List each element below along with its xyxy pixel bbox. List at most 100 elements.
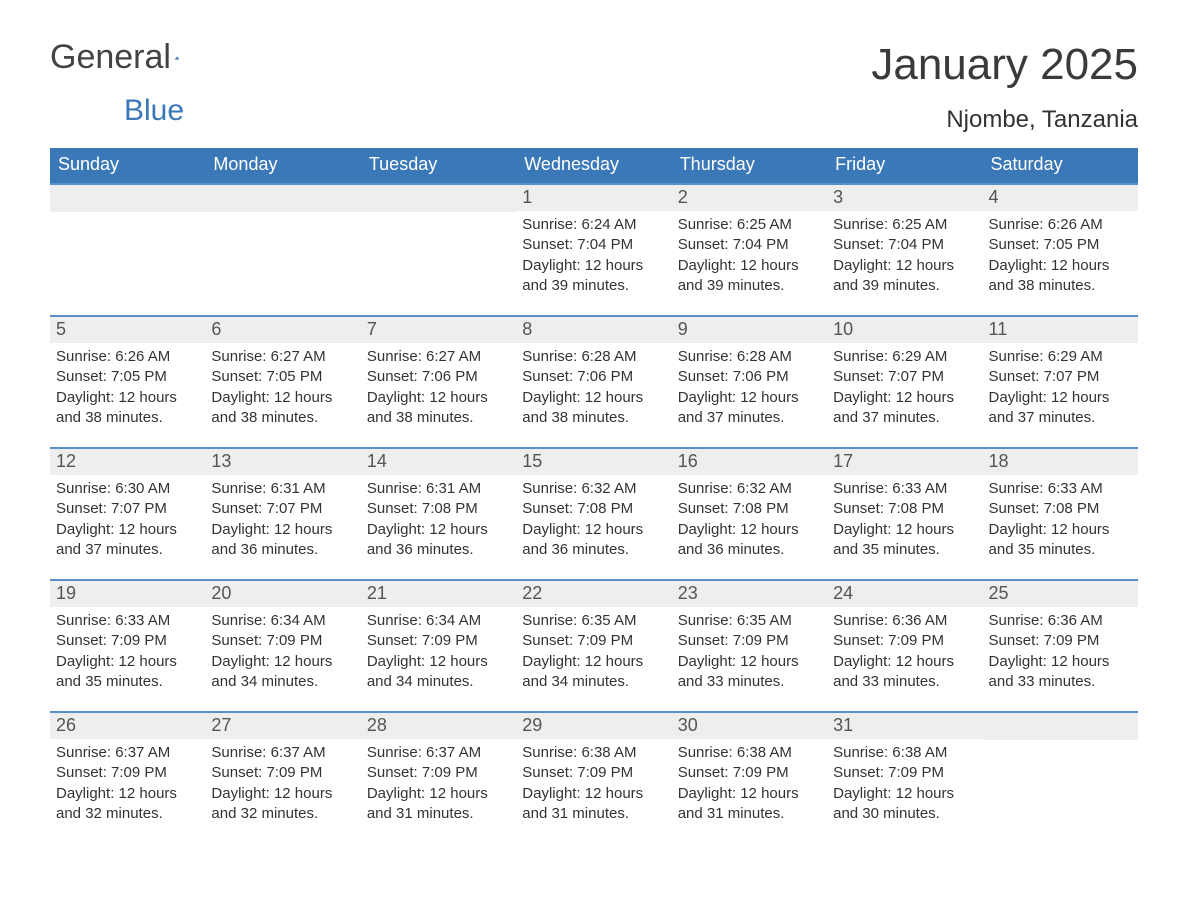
day-details: Sunrise: 6:38 AMSunset: 7:09 PMDaylight:… bbox=[672, 739, 827, 824]
daylight-line-2: and 33 minutes. bbox=[833, 672, 976, 692]
day-header: Wednesday bbox=[516, 148, 671, 183]
sunrise-line: Sunrise: 6:32 AM bbox=[522, 479, 665, 499]
day-cell: 11Sunrise: 6:29 AMSunset: 7:07 PMDayligh… bbox=[983, 317, 1138, 447]
daylight-line-2: and 39 minutes. bbox=[522, 276, 665, 296]
day-cell: 6Sunrise: 6:27 AMSunset: 7:05 PMDaylight… bbox=[205, 317, 360, 447]
day-number: 10 bbox=[827, 317, 982, 343]
sunset-line: Sunset: 7:06 PM bbox=[367, 367, 510, 387]
day-number: 5 bbox=[50, 317, 205, 343]
title-block: January 2025 Njombe, Tanzania bbox=[871, 40, 1138, 142]
sunrise-line: Sunrise: 6:27 AM bbox=[367, 347, 510, 367]
sunrise-line: Sunrise: 6:35 AM bbox=[678, 611, 821, 631]
week-row: 26Sunrise: 6:37 AMSunset: 7:09 PMDayligh… bbox=[50, 711, 1138, 843]
logo-text-1: General bbox=[50, 40, 171, 74]
day-header: Thursday bbox=[672, 148, 827, 183]
day-cell: 18Sunrise: 6:33 AMSunset: 7:08 PMDayligh… bbox=[983, 449, 1138, 579]
sunrise-line: Sunrise: 6:33 AM bbox=[56, 611, 199, 631]
day-details: Sunrise: 6:28 AMSunset: 7:06 PMDaylight:… bbox=[516, 343, 671, 428]
sunrise-line: Sunrise: 6:35 AM bbox=[522, 611, 665, 631]
day-cell: 2Sunrise: 6:25 AMSunset: 7:04 PMDaylight… bbox=[672, 185, 827, 315]
day-number: 1 bbox=[516, 185, 671, 211]
day-number: 6 bbox=[205, 317, 360, 343]
daylight-line-2: and 33 minutes. bbox=[678, 672, 821, 692]
daylight-line-2: and 35 minutes. bbox=[833, 540, 976, 560]
daylight-line-1: Daylight: 12 hours bbox=[678, 388, 821, 408]
daylight-line-2: and 39 minutes. bbox=[833, 276, 976, 296]
day-cell: 7Sunrise: 6:27 AMSunset: 7:06 PMDaylight… bbox=[361, 317, 516, 447]
day-details: Sunrise: 6:35 AMSunset: 7:09 PMDaylight:… bbox=[672, 607, 827, 692]
day-number: 17 bbox=[827, 449, 982, 475]
sunset-line: Sunset: 7:07 PM bbox=[211, 499, 354, 519]
day-cell: 17Sunrise: 6:33 AMSunset: 7:08 PMDayligh… bbox=[827, 449, 982, 579]
sunrise-line: Sunrise: 6:37 AM bbox=[211, 743, 354, 763]
day-number: 14 bbox=[361, 449, 516, 475]
week-row: 12Sunrise: 6:30 AMSunset: 7:07 PMDayligh… bbox=[50, 447, 1138, 579]
day-details: Sunrise: 6:29 AMSunset: 7:07 PMDaylight:… bbox=[983, 343, 1138, 428]
day-cell bbox=[983, 713, 1138, 843]
day-details: Sunrise: 6:35 AMSunset: 7:09 PMDaylight:… bbox=[516, 607, 671, 692]
daylight-line-1: Daylight: 12 hours bbox=[522, 652, 665, 672]
day-number: 20 bbox=[205, 581, 360, 607]
daylight-line-2: and 35 minutes. bbox=[56, 672, 199, 692]
day-number: 27 bbox=[205, 713, 360, 739]
day-cell: 15Sunrise: 6:32 AMSunset: 7:08 PMDayligh… bbox=[516, 449, 671, 579]
sunset-line: Sunset: 7:04 PM bbox=[678, 235, 821, 255]
daylight-line-2: and 36 minutes. bbox=[522, 540, 665, 560]
day-number: 3 bbox=[827, 185, 982, 211]
sunrise-line: Sunrise: 6:37 AM bbox=[56, 743, 199, 763]
daylight-line-2: and 38 minutes. bbox=[56, 408, 199, 428]
daylight-line-1: Daylight: 12 hours bbox=[833, 256, 976, 276]
day-details: Sunrise: 6:34 AMSunset: 7:09 PMDaylight:… bbox=[361, 607, 516, 692]
day-number: 8 bbox=[516, 317, 671, 343]
daylight-line-1: Daylight: 12 hours bbox=[678, 652, 821, 672]
day-header: Saturday bbox=[983, 148, 1138, 183]
day-cell: 26Sunrise: 6:37 AMSunset: 7:09 PMDayligh… bbox=[50, 713, 205, 843]
day-number bbox=[983, 713, 1138, 740]
daylight-line-1: Daylight: 12 hours bbox=[989, 520, 1132, 540]
day-cell: 4Sunrise: 6:26 AMSunset: 7:05 PMDaylight… bbox=[983, 185, 1138, 315]
day-number bbox=[50, 185, 205, 212]
sunset-line: Sunset: 7:07 PM bbox=[833, 367, 976, 387]
sunset-line: Sunset: 7:09 PM bbox=[211, 631, 354, 651]
sunrise-line: Sunrise: 6:32 AM bbox=[678, 479, 821, 499]
day-number: 9 bbox=[672, 317, 827, 343]
day-cell: 12Sunrise: 6:30 AMSunset: 7:07 PMDayligh… bbox=[50, 449, 205, 579]
logo-text-2: Blue bbox=[124, 96, 184, 126]
day-details: Sunrise: 6:37 AMSunset: 7:09 PMDaylight:… bbox=[50, 739, 205, 824]
daylight-line-1: Daylight: 12 hours bbox=[56, 520, 199, 540]
day-number: 18 bbox=[983, 449, 1138, 475]
sunrise-line: Sunrise: 6:25 AM bbox=[678, 215, 821, 235]
day-cell: 3Sunrise: 6:25 AMSunset: 7:04 PMDaylight… bbox=[827, 185, 982, 315]
sunset-line: Sunset: 7:08 PM bbox=[522, 499, 665, 519]
sunrise-line: Sunrise: 6:36 AM bbox=[989, 611, 1132, 631]
day-details: Sunrise: 6:36 AMSunset: 7:09 PMDaylight:… bbox=[983, 607, 1138, 692]
daylight-line-2: and 37 minutes. bbox=[833, 408, 976, 428]
sunset-line: Sunset: 7:09 PM bbox=[522, 631, 665, 651]
daylight-line-2: and 36 minutes. bbox=[678, 540, 821, 560]
daylight-line-2: and 34 minutes. bbox=[522, 672, 665, 692]
day-details: Sunrise: 6:28 AMSunset: 7:06 PMDaylight:… bbox=[672, 343, 827, 428]
sunrise-line: Sunrise: 6:38 AM bbox=[678, 743, 821, 763]
sunset-line: Sunset: 7:09 PM bbox=[678, 763, 821, 783]
day-number: 26 bbox=[50, 713, 205, 739]
logo: General bbox=[50, 40, 203, 74]
day-details: Sunrise: 6:25 AMSunset: 7:04 PMDaylight:… bbox=[672, 211, 827, 296]
day-cell: 16Sunrise: 6:32 AMSunset: 7:08 PMDayligh… bbox=[672, 449, 827, 579]
daylight-line-1: Daylight: 12 hours bbox=[211, 520, 354, 540]
daylight-line-2: and 31 minutes. bbox=[678, 804, 821, 824]
day-cell: 31Sunrise: 6:38 AMSunset: 7:09 PMDayligh… bbox=[827, 713, 982, 843]
day-cell: 13Sunrise: 6:31 AMSunset: 7:07 PMDayligh… bbox=[205, 449, 360, 579]
daylight-line-1: Daylight: 12 hours bbox=[678, 520, 821, 540]
daylight-line-1: Daylight: 12 hours bbox=[833, 652, 976, 672]
daylight-line-2: and 31 minutes. bbox=[522, 804, 665, 824]
daylight-line-1: Daylight: 12 hours bbox=[522, 388, 665, 408]
sunset-line: Sunset: 7:06 PM bbox=[522, 367, 665, 387]
day-details: Sunrise: 6:33 AMSunset: 7:08 PMDaylight:… bbox=[983, 475, 1138, 560]
day-number: 25 bbox=[983, 581, 1138, 607]
day-number: 31 bbox=[827, 713, 982, 739]
daylight-line-2: and 34 minutes. bbox=[367, 672, 510, 692]
day-cell bbox=[361, 185, 516, 315]
daylight-line-1: Daylight: 12 hours bbox=[833, 388, 976, 408]
sunrise-line: Sunrise: 6:26 AM bbox=[56, 347, 199, 367]
day-details: Sunrise: 6:30 AMSunset: 7:07 PMDaylight:… bbox=[50, 475, 205, 560]
